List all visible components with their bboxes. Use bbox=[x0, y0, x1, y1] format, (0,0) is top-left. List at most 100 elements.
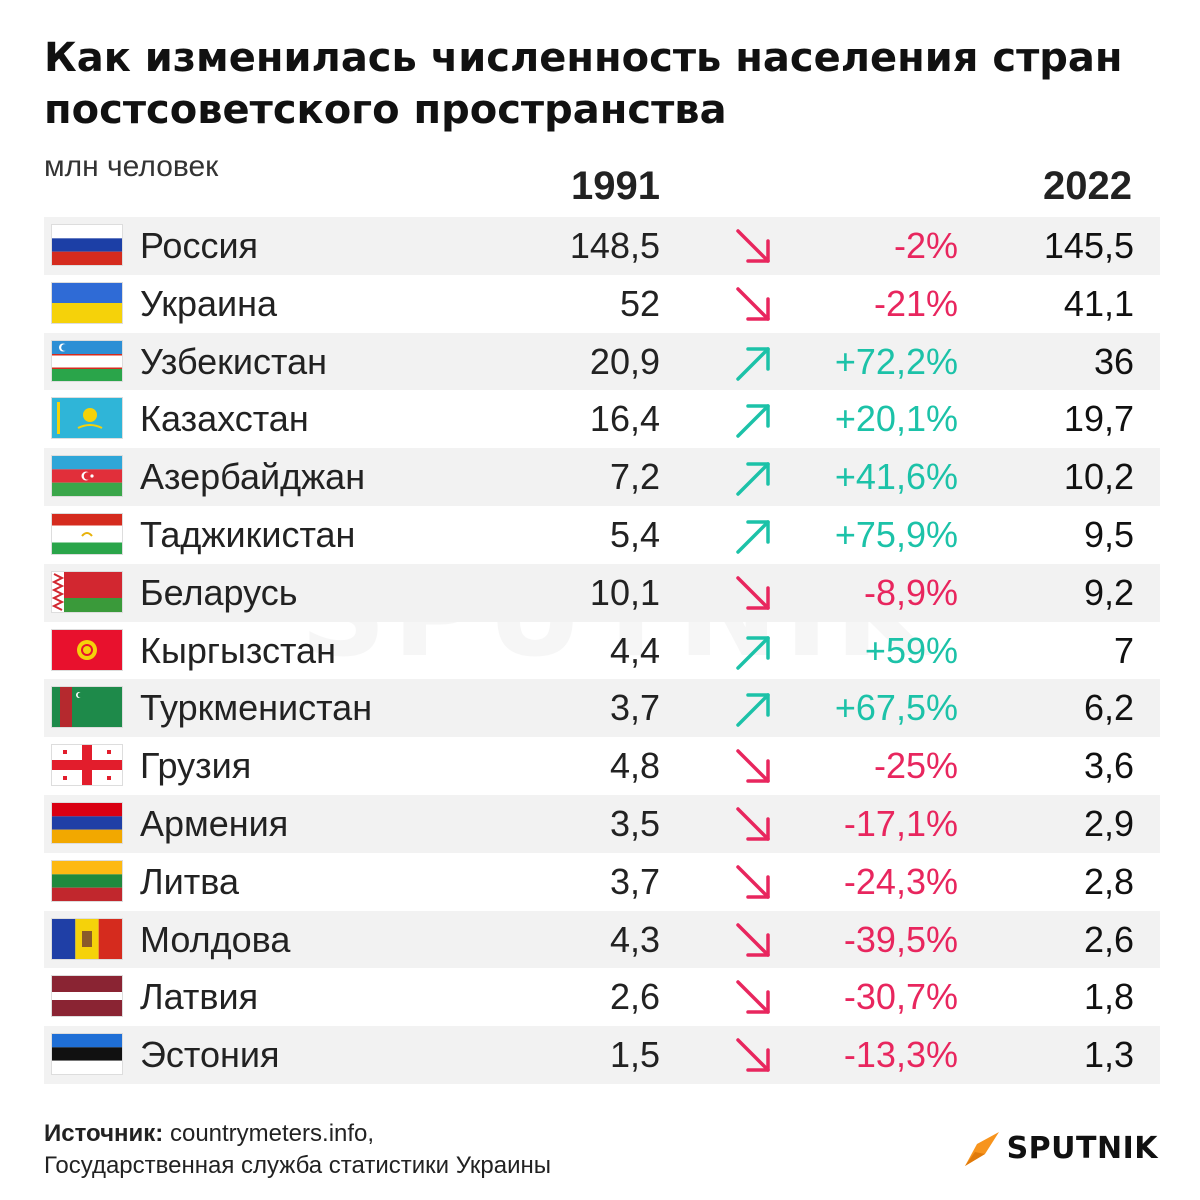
change-percent: -17,1% bbox=[843, 802, 958, 844]
value-2022: 1,8 bbox=[1083, 976, 1134, 1018]
value-2022: 6,2 bbox=[1083, 687, 1134, 729]
change-percent: +72,2% bbox=[834, 340, 958, 382]
table-row: Украина 52 -21% 41,1 bbox=[44, 275, 1160, 333]
change-percent: -25% bbox=[873, 745, 958, 787]
table-row: Казахстан 16,4 +20,1% 19,7 bbox=[44, 390, 1160, 448]
armenia-flag bbox=[52, 802, 122, 843]
change-percent: +20,1% bbox=[834, 398, 958, 440]
country-name: Латвия bbox=[140, 976, 259, 1018]
value-2022: 36 bbox=[1093, 340, 1134, 382]
change-percent: +67,5% bbox=[834, 687, 958, 729]
value-2022: 41,1 bbox=[1063, 282, 1134, 324]
value-2022: 3,6 bbox=[1083, 745, 1134, 787]
country-name: Азербайджан bbox=[140, 456, 366, 498]
russia-flag bbox=[52, 225, 122, 265]
source-text: countrymeters.info, bbox=[169, 1120, 375, 1147]
ukraine-flag bbox=[52, 282, 122, 323]
arrow-up-icon bbox=[734, 400, 774, 440]
table-row: Узбекистан 20,9 +72,2% 36 bbox=[44, 332, 1160, 391]
latvia-flag bbox=[52, 976, 122, 1017]
country-name: Беларусь bbox=[140, 571, 298, 613]
arrow-up-icon bbox=[734, 689, 774, 729]
arrow-down-icon bbox=[734, 747, 774, 787]
value-2022: 2,9 bbox=[1083, 802, 1134, 844]
value-2022: 7 bbox=[1113, 629, 1134, 671]
value-1991: 10,1 bbox=[589, 571, 660, 613]
chart-title: Как изменилась численность населения стр… bbox=[44, 35, 1123, 133]
table-row: Туркменистан 3,7 +67,5% 6,2 bbox=[44, 679, 1160, 738]
column-header-2022: 2022 bbox=[1043, 164, 1132, 208]
table-row: Латвия 2,6 -30,7% 1,8 bbox=[44, 968, 1160, 1026]
value-2022: 145,5 bbox=[1043, 225, 1134, 266]
change-percent: -13,3% bbox=[843, 1034, 958, 1076]
table-row: Армения 3,5 -17,1% 2,9 bbox=[44, 794, 1160, 853]
table-row: Эстония 1,5 -13,3% 1,3 bbox=[44, 1026, 1160, 1084]
value-1991: 4,8 bbox=[609, 745, 660, 787]
change-percent: -24,3% bbox=[843, 860, 958, 902]
uzbekistan-flag bbox=[52, 340, 122, 381]
value-1991: 7,2 bbox=[609, 456, 660, 498]
kyrgyzstan-flag bbox=[52, 629, 122, 670]
value-1991: 3,7 bbox=[609, 687, 660, 729]
column-header-1991: 1991 bbox=[571, 164, 660, 208]
table-row: Беларусь 10,1 -8,9% 9,2 bbox=[44, 563, 1160, 622]
value-2022: 9,5 bbox=[1083, 513, 1134, 555]
country-name: Армения bbox=[140, 802, 289, 844]
change-percent: +41,6% bbox=[834, 456, 958, 498]
sputnik-logo-icon bbox=[964, 1132, 999, 1166]
table-row: Таджикистан 5,4 +75,9% 9,5 bbox=[44, 506, 1160, 564]
change-percent: -30,7% bbox=[843, 976, 958, 1018]
tajikistan-flag bbox=[52, 513, 122, 554]
country-name: Кыргызстан bbox=[140, 629, 336, 671]
change-percent: +75,9% bbox=[834, 513, 958, 555]
value-2022: 19,7 bbox=[1063, 398, 1134, 440]
source-note: Источник: countrymeters.info, Государств… bbox=[44, 1118, 551, 1182]
change-percent: -39,5% bbox=[843, 918, 958, 960]
arrow-down-icon bbox=[734, 1036, 774, 1076]
arrow-up-icon bbox=[734, 516, 774, 556]
logo-text: SPUTNIK bbox=[1006, 1130, 1158, 1166]
country-name: Казахстан bbox=[140, 398, 309, 440]
table-row: Азербайджан 7,2 +41,6% 10,2 bbox=[44, 448, 1160, 506]
azerbaijan-flag bbox=[52, 456, 122, 497]
value-1991: 5,4 bbox=[609, 513, 660, 555]
value-1991: 148,5 bbox=[569, 225, 660, 266]
belarus-flag bbox=[52, 571, 122, 612]
country-name: Туркменистан bbox=[140, 687, 373, 729]
source-text-2: Государственная служба статистики Украин… bbox=[44, 1152, 551, 1179]
country-name: Литва bbox=[140, 860, 239, 902]
country-name: Таджикистан bbox=[140, 513, 356, 555]
kazakhstan-flag bbox=[52, 398, 122, 439]
moldova-flag bbox=[52, 918, 122, 959]
value-1991: 16,4 bbox=[589, 398, 660, 440]
arrow-down-icon bbox=[734, 574, 774, 614]
country-name: Узбекистан bbox=[140, 340, 328, 382]
value-1991: 2,6 bbox=[609, 976, 660, 1018]
value-2022: 2,8 bbox=[1083, 860, 1134, 902]
change-percent: -8,9% bbox=[863, 571, 958, 613]
value-2022: 9,2 bbox=[1083, 571, 1134, 613]
population-table: Россия 148,5 -2% 145,5 Украина 52 -21% 41,1 Узбе… bbox=[44, 217, 1160, 1084]
arrow-up-icon bbox=[734, 632, 774, 672]
value-2022: 1,3 bbox=[1083, 1034, 1134, 1076]
value-2022: 2,6 bbox=[1083, 918, 1134, 960]
table-row: Кыргызстан 4,4 +59% 7 bbox=[44, 622, 1160, 680]
source-label: Источник: bbox=[44, 1120, 164, 1147]
arrow-down-icon bbox=[734, 285, 774, 325]
value-1991: 3,5 bbox=[609, 802, 660, 844]
value-1991: 20,9 bbox=[589, 340, 660, 382]
table-row: Молдова 4,3 -39,5% 2,6 bbox=[44, 910, 1160, 969]
arrow-down-icon bbox=[734, 921, 774, 961]
estonia-flag bbox=[52, 1034, 122, 1075]
country-name: Грузия bbox=[140, 745, 252, 787]
change-percent: -2% bbox=[893, 225, 958, 266]
value-1991: 3,7 bbox=[609, 860, 660, 902]
arrow-down-icon bbox=[734, 227, 774, 267]
change-percent: -21% bbox=[873, 282, 958, 324]
country-name: Украина bbox=[140, 282, 278, 324]
table-row: Литва 3,7 -24,3% 2,8 bbox=[44, 853, 1160, 911]
arrow-up-icon bbox=[734, 343, 774, 383]
value-2022: 10,2 bbox=[1063, 456, 1134, 498]
country-name: Россия bbox=[140, 225, 259, 266]
turkmenistan-flag bbox=[52, 687, 122, 728]
